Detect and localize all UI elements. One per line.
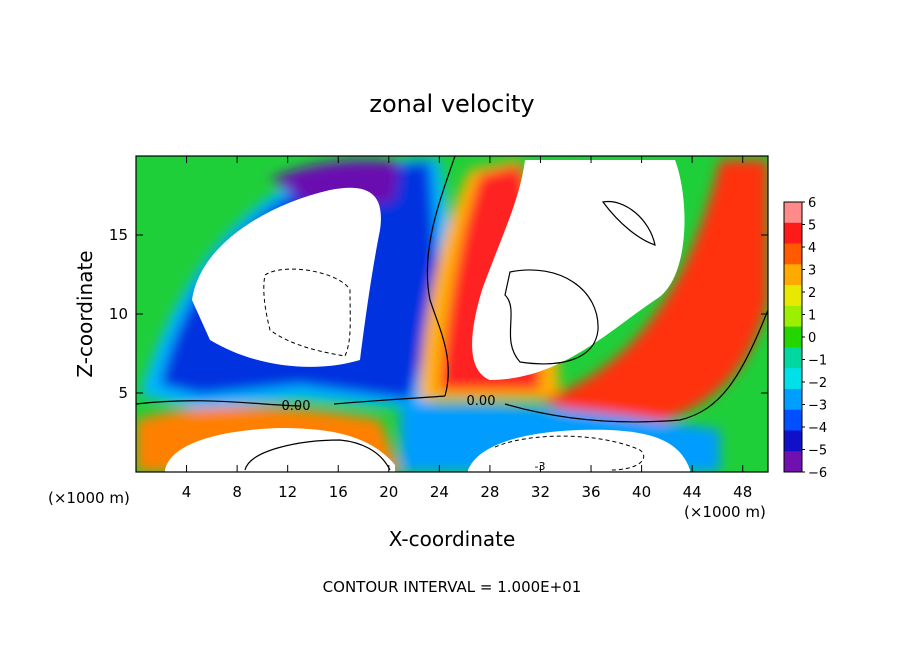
white-region-bottom-left	[165, 428, 395, 472]
x-tick-label: 44	[683, 483, 702, 501]
x-tick-label: 32	[531, 483, 550, 501]
dashed-contour-bottom	[494, 435, 645, 471]
y-tick-label: 10	[109, 305, 128, 323]
colorbar-label: 5	[808, 219, 816, 234]
x-tick-label: 28	[480, 483, 499, 501]
white-region-right	[472, 160, 685, 380]
colorbar-label: −1	[808, 354, 827, 369]
colorbar-label: −5	[808, 444, 827, 459]
x-tick-label: 12	[278, 483, 297, 501]
contour-bottom	[244, 439, 391, 471]
white-region-left	[192, 187, 381, 367]
zero-contour-upper	[426, 156, 456, 397]
y-tick-label: 5	[118, 384, 128, 402]
colorbar-swatch	[784, 305, 802, 328]
x-tick-label: 24	[430, 483, 449, 501]
y-tick-label: 15	[109, 226, 128, 244]
contour-top-right	[601, 200, 656, 246]
white-region-bottom-right	[468, 429, 690, 472]
velocity-field	[136, 156, 768, 472]
positive-right	[540, 160, 768, 430]
colorbar-swatch	[784, 285, 802, 307]
colorbar-label: 3	[808, 264, 816, 279]
colorbar-swatch	[784, 347, 802, 369]
colorbar-swatch	[784, 388, 802, 411]
colorbar-label: 1	[808, 309, 816, 324]
colorbar-label: −6	[808, 466, 827, 481]
colorbar-swatch	[784, 243, 802, 265]
colorbar-swatch	[784, 326, 802, 348]
chart-title: zonal velocity	[369, 90, 534, 118]
dashed-contour-left	[263, 268, 351, 357]
contour-inner-right	[504, 269, 599, 365]
colorbar-label: −2	[808, 376, 827, 391]
colorbar-label: 6	[808, 196, 816, 211]
y-axis-label: Z-coordinate	[73, 250, 97, 377]
y-axis: 5 10 15	[109, 226, 768, 402]
colorbar-label: 0	[808, 331, 816, 346]
x-tick-label: 16	[329, 483, 348, 501]
x-axis-label: X-coordinate	[389, 527, 516, 551]
contour-interval-note: CONTOUR INTERVAL = 1.000E+01	[323, 578, 582, 596]
zero-contour-right	[504, 309, 768, 423]
colorbar-swatch	[784, 264, 802, 286]
x-tick-label: 48	[733, 483, 752, 501]
colorbar-swatch	[784, 430, 802, 452]
contour-label-1: 0.00	[282, 399, 311, 414]
colorbar-label: 2	[808, 286, 816, 301]
colorbar-label: −4	[808, 421, 827, 436]
colorbar-swatch	[784, 451, 802, 473]
colorbar-swatch	[784, 409, 802, 431]
colorbar-swatch	[784, 368, 802, 390]
x-tick-label: 40	[632, 483, 651, 501]
x-tick-label: 4	[182, 483, 192, 501]
zero-contour-lower	[136, 395, 446, 407]
colorbar-swatch	[784, 222, 802, 245]
colorbar-label: 4	[808, 241, 816, 256]
colorbar: 6 5 4 3 2 1 0 −1 −2 −3 −4 −5 −6	[783, 196, 827, 481]
colorbar-label: −3	[808, 399, 827, 414]
x-unit-right: (×1000 m)	[684, 503, 766, 521]
x-tick-label: 36	[581, 483, 600, 501]
x-tick-label: 8	[232, 483, 242, 501]
x-unit-left: (×1000 m)	[48, 489, 130, 507]
x-tick-label: 20	[379, 483, 398, 501]
colorbar-swatch	[784, 202, 802, 224]
x-axis: 4 8 12 16 20 24 28 32 36 40 44 48	[182, 156, 752, 501]
contour-label-2: 0.00	[467, 394, 496, 409]
